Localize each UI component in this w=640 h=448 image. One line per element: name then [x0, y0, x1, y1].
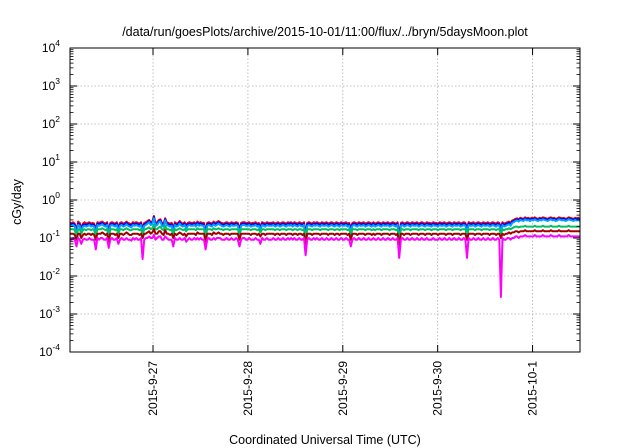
- x-axis-label: Coordinated Universal Time (UTC): [229, 433, 421, 447]
- y-tick-label-exponent: -2: [52, 266, 60, 276]
- y-tick-label-base: 10: [42, 193, 56, 207]
- y-tick-label-exponent: -3: [52, 304, 60, 314]
- y-tick-label-base: 10: [42, 155, 56, 169]
- series-group: [70, 215, 581, 298]
- series-line-3: [70, 217, 581, 243]
- y-axis-label: cGy/day: [10, 178, 24, 225]
- y-tick-label-exponent: 4: [55, 38, 60, 48]
- y-tick-label: 103: [42, 76, 60, 93]
- y-tick-label-base: 10: [39, 231, 53, 245]
- y-tick-label: 10-2: [39, 266, 60, 283]
- y-tick-label-exponent: -1: [52, 228, 60, 238]
- series-line-6: [70, 234, 580, 298]
- y-tick-label: 10-1: [39, 228, 60, 245]
- axis-ticks: [70, 47, 580, 353]
- chart-title: /data/run/goesPlots/archive/2015-10-01/1…: [122, 25, 528, 39]
- y-tick-label: 101: [42, 152, 60, 169]
- x-tick-label: 2015-9-30: [431, 361, 445, 416]
- y-tick-label-base: 10: [42, 117, 56, 131]
- y-tick-label-exponent: -4: [52, 342, 60, 352]
- y-tick-label-base: 10: [42, 79, 56, 93]
- y-tick-label-exponent: 3: [55, 76, 60, 86]
- x-axis-tick-labels: 2015-9-27 2015-9-28 2015-9-29 2015-9-30 2015…: [146, 361, 540, 416]
- y-tick-label-base: 10: [39, 269, 53, 283]
- plot-frame: [69, 47, 581, 353]
- y-tick-label-exponent: 1: [55, 152, 60, 162]
- y-tick-label: 10-3: [39, 304, 60, 321]
- grid: [70, 48, 580, 352]
- y-tick-label-exponent: 0: [55, 190, 60, 200]
- y-tick-label: 100: [42, 190, 60, 207]
- x-tick-label: 2015-9-28: [241, 361, 255, 416]
- y-tick-label-base: 10: [39, 307, 53, 321]
- x-tick-label: 2015-9-29: [336, 361, 350, 416]
- y-tick-label: 10-4: [39, 342, 60, 359]
- y-tick-label-exponent: 2: [55, 114, 60, 124]
- x-tick-label: 2015-10-1: [526, 361, 540, 416]
- series-line-4: [70, 224, 580, 243]
- y-tick-label: 102: [42, 114, 60, 131]
- y-tick-label: 104: [42, 38, 60, 55]
- x-tick-label: 2015-9-27: [146, 361, 160, 416]
- y-tick-label-base: 10: [39, 345, 53, 359]
- y-tick-label-base: 10: [42, 41, 56, 55]
- series-line-5: [70, 228, 580, 248]
